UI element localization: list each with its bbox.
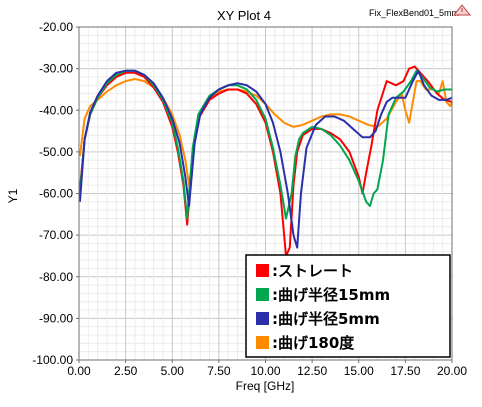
legend-swatch (256, 264, 269, 277)
y-tick-label: -30.00 (39, 62, 73, 76)
y-tick-label: -40.00 (39, 103, 73, 117)
x-tick-label: 20.00 (437, 364, 467, 378)
y-tick-label: -20.00 (39, 20, 73, 34)
chart-title: XY Plot 4 (217, 8, 271, 23)
x-tick-label: 15.00 (344, 364, 374, 378)
x-tick-label: 12.50 (297, 364, 327, 378)
series-lines (78, 65, 453, 257)
series-line-1 (78, 69, 452, 220)
legend: :ストレート :曲げ半径15mm :曲げ半径5mm :曲げ180度 (245, 254, 451, 358)
y-tick-label: -70.00 (39, 228, 73, 242)
y-tick-label: -50.00 (39, 145, 73, 159)
legend-swatch (256, 288, 269, 301)
ansoft-logo-icon (452, 4, 472, 16)
plot-area-frame (78, 26, 453, 361)
legend-label: :曲げ180度 (272, 334, 355, 352)
x-tick-label: 17.50 (390, 364, 420, 378)
series-line-3 (78, 78, 453, 187)
legend-label: :曲げ半径5mm (272, 310, 380, 328)
x-tick-label: 7.50 (207, 364, 231, 378)
y-tick-label: -60.00 (39, 187, 73, 201)
legend-swatch (256, 312, 269, 325)
legend-label: :ストレート (272, 262, 353, 280)
legend-swatch (256, 336, 269, 349)
x-tick-label: 2.50 (114, 364, 138, 378)
y-tick-label: -90.00 (39, 311, 73, 325)
x-tick-label: 10.00 (250, 364, 280, 378)
series-line-2 (78, 69, 453, 249)
chart-subtitle: Fix_FlexBend01_5mm (369, 8, 459, 18)
y-tick-label: -100.00 (32, 353, 73, 367)
x-tick-label: 0.00 (67, 364, 91, 378)
y-tick-label: -80.00 (39, 270, 73, 284)
x-axis-label: Freq [GHz] (236, 379, 295, 393)
legend-label: :曲げ半径15mm (272, 286, 390, 304)
legend-box (245, 254, 451, 358)
x-tick-label: 5.00 (161, 364, 185, 378)
y-axis-label: Y1 (6, 188, 20, 203)
y-axis-ticks: -20.00 -30.00 -40.00 -50.00 -60.00 -70.00 -80.… (32, 20, 79, 367)
series-line-0 (78, 65, 453, 257)
